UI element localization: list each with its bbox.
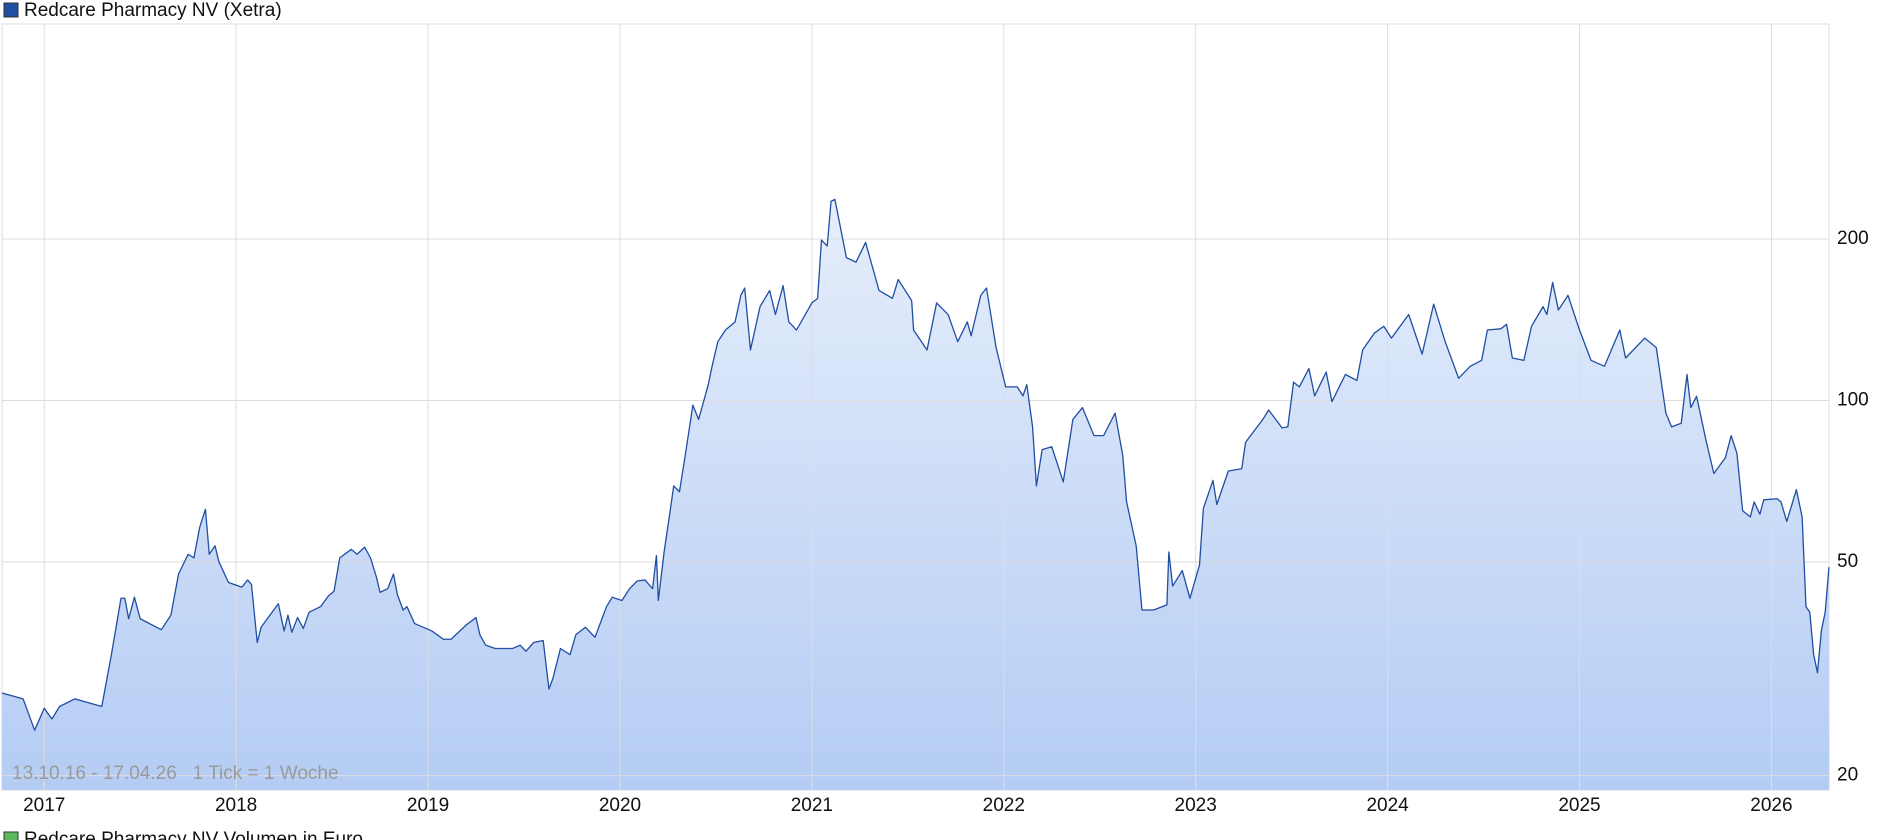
legend-swatch: [3, 2, 19, 18]
legend-label: Redcare Pharmacy NV (Xetra): [24, 0, 282, 21]
y-tick-label: 100: [1837, 390, 1869, 411]
legend-swatch: [3, 831, 19, 840]
price-line: [1, 198, 1830, 731]
y-tick-label: 20: [1837, 765, 1858, 786]
legend-label: Redcare Pharmacy NV Volumen in Euro: [24, 829, 363, 840]
x-tick-label: 2024: [1366, 795, 1409, 816]
y-tick-label: 50: [1837, 551, 1858, 572]
x-tick-label: 2026: [1750, 795, 1792, 816]
area: [2, 199, 1829, 790]
x-tick-label: 2021: [791, 795, 833, 816]
x-tick-label: 2025: [1558, 795, 1600, 816]
x-tick-label: 2019: [407, 795, 449, 816]
plot: [1, 23, 1830, 791]
x-tick-label: 2022: [983, 795, 1025, 816]
x-tick-label: 2023: [1175, 795, 1217, 816]
x-tick-label: 2018: [215, 795, 257, 816]
x-tick-label: 2017: [23, 795, 65, 816]
y-tick-label: 200: [1837, 228, 1869, 249]
annotation: 13.10.16 - 17.04.26 1 Tick = 1 Woche: [12, 763, 339, 784]
x-tick-label: 2020: [599, 795, 641, 816]
